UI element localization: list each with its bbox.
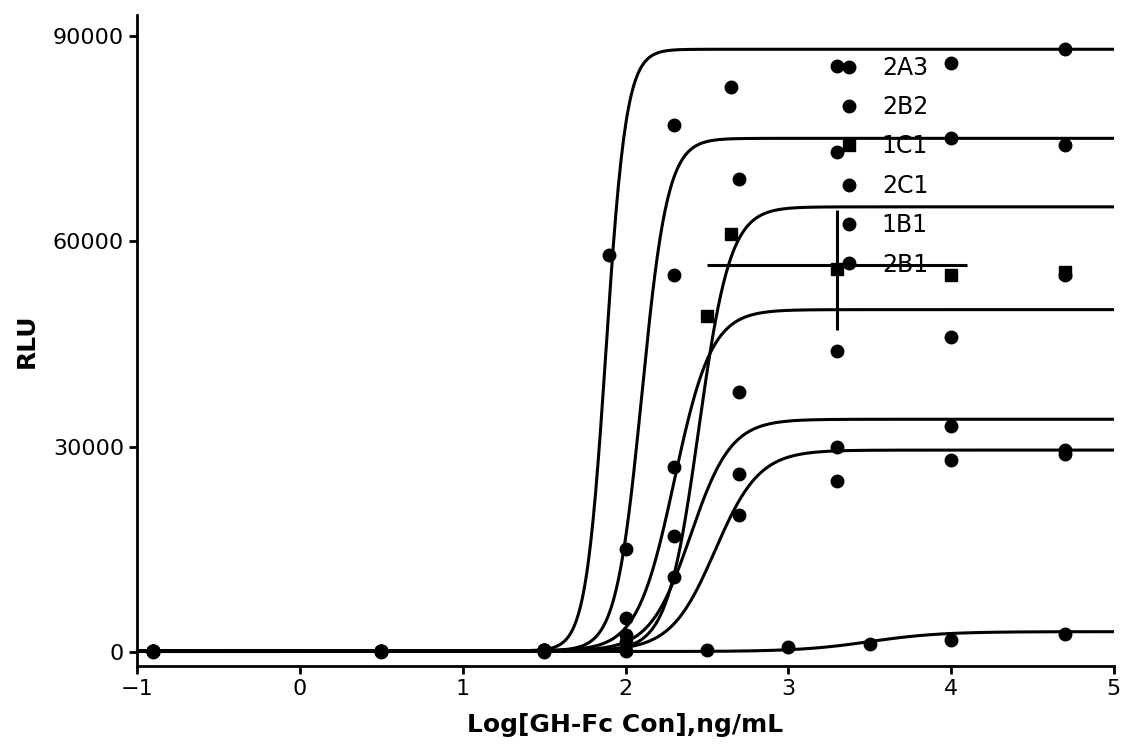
- Legend: 2A3, 2B2, 1C1, 2C1, 1B1, 2B1: 2A3, 2B2, 1C1, 2C1, 1B1, 2B1: [818, 47, 937, 286]
- 2B2: [668, 271, 682, 280]
- 2B1: [1059, 446, 1072, 455]
- 2A3: [725, 83, 738, 92]
- 2B2: [537, 646, 551, 655]
- 2C1: [1059, 271, 1072, 280]
- 2B1: [619, 638, 633, 647]
- 2C1: [147, 646, 160, 655]
- 2C1: [944, 332, 958, 341]
- Line: 1B1: 1B1: [148, 420, 1071, 657]
- 1B1: [733, 469, 746, 478]
- 1B1: [1059, 449, 1072, 458]
- 2C1: [619, 614, 633, 623]
- 2B2: [619, 545, 633, 554]
- 2C1: [733, 387, 746, 396]
- 1B1: [944, 422, 958, 431]
- 2A3: [602, 250, 616, 259]
- Line: 2B2: 2B2: [148, 132, 1071, 657]
- 2A3: [944, 59, 958, 68]
- 1B1: [537, 646, 551, 655]
- 2A3: [375, 646, 389, 655]
- 1C1: [944, 271, 958, 280]
- 1B1: [619, 631, 633, 640]
- 1C1: [830, 264, 844, 273]
- 1C1: [725, 230, 738, 239]
- 1B1: [375, 646, 389, 655]
- 2B2: [830, 147, 844, 156]
- 2B2: [375, 646, 389, 655]
- Line: 2B1: 2B1: [148, 444, 1071, 657]
- 2C1: [668, 462, 682, 472]
- 2C1: [830, 346, 844, 355]
- 2B1: [147, 646, 160, 655]
- 2A3: [1059, 45, 1072, 54]
- 2C1: [375, 646, 389, 655]
- Line: 2A3: 2A3: [148, 43, 1071, 657]
- 1C1: [1059, 268, 1072, 277]
- 2B1: [668, 572, 682, 581]
- 1C1: [700, 312, 713, 321]
- 1B1: [147, 646, 160, 655]
- 2B2: [733, 175, 746, 184]
- 2B1: [733, 511, 746, 520]
- 2A3: [537, 646, 551, 655]
- 2A3: [830, 62, 844, 71]
- 2A3: [147, 646, 160, 655]
- 2B1: [830, 477, 844, 486]
- 1B1: [668, 531, 682, 540]
- 2B1: [375, 646, 389, 655]
- X-axis label: Log[GH-Fc Con],ng/mL: Log[GH-Fc Con],ng/mL: [468, 713, 784, 737]
- 2B1: [537, 646, 551, 655]
- 2C1: [537, 646, 551, 655]
- 2B2: [1059, 141, 1072, 150]
- 2B2: [147, 646, 160, 655]
- 2B1: [944, 456, 958, 465]
- 2A3: [668, 120, 682, 129]
- 2B2: [944, 134, 958, 143]
- Line: 1C1: 1C1: [701, 228, 1071, 323]
- Y-axis label: RLU: RLU: [15, 314, 39, 368]
- Line: 2C1: 2C1: [148, 269, 1071, 657]
- 1B1: [830, 442, 844, 451]
